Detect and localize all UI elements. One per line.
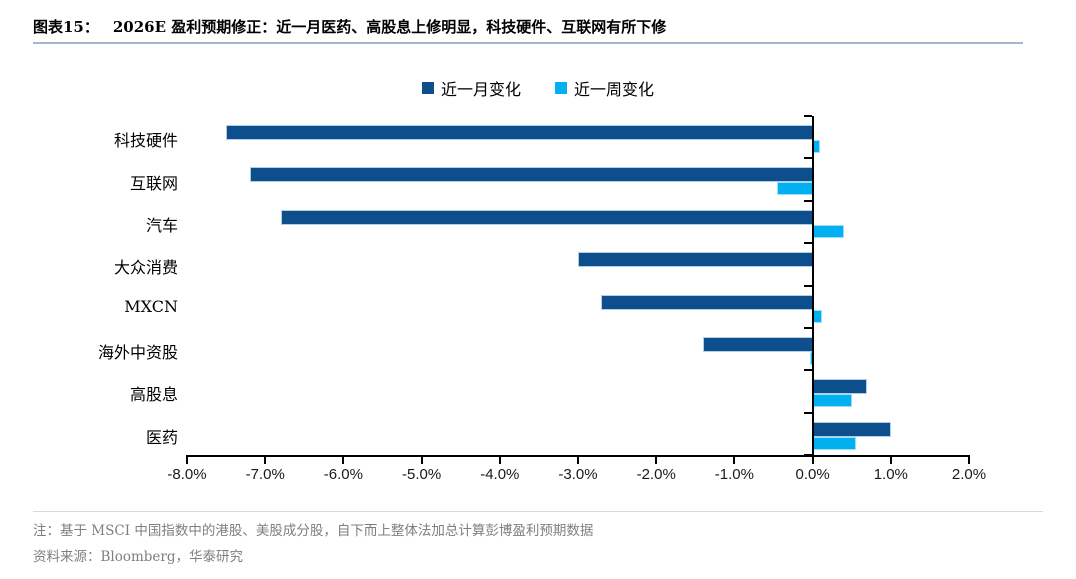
category-axis-tick: [803, 369, 812, 371]
value-zero-axis: [811, 116, 814, 455]
category-label: 汽车: [145, 215, 178, 235]
bar-week-1: [777, 182, 813, 196]
bar-week-0: [812, 140, 821, 153]
category-axis-tick: [803, 412, 812, 414]
figure-title: 图表15： 2026E 盈利预期修正：近一月医药、高股息上修明显，科技硬件、互联网…: [33, 16, 1033, 37]
legend-swatch-week: [555, 82, 567, 94]
figure-number-label: 图表15：: [33, 18, 99, 36]
category-axis-labels: 科技硬件互联网汽车大众消费 MXCN 海外中资股高股息医药: [30, 116, 178, 455]
value-axis-tick: [420, 455, 423, 464]
value-axis-tick-label: -8.0%: [167, 466, 207, 483]
category-axis-tick: [803, 285, 812, 287]
value-axis-tick: [655, 455, 658, 464]
chart-legend: 近一月变化 近一周变化: [0, 76, 1076, 100]
bar-month-2: [280, 209, 813, 225]
value-axis-tick: [498, 455, 501, 464]
bar-month-1: [249, 167, 813, 183]
value-axis-tick: [186, 455, 188, 464]
value-axis-tick-label: 0.0%: [795, 466, 830, 483]
plot-area: -8.0% -7.0% -6.0% -5.0% -4.0% -3.0% -2.0% -1.0%…: [167, 115, 986, 483]
value-axis-tick-label: 2.0%: [951, 466, 987, 483]
value-axis-tick: [577, 455, 579, 464]
chart-note: 注：基于 MSCI 中国指数中的港股、美股成分股，自下而上整体法加总计算彭博盈利…: [33, 523, 594, 539]
category-axis-tick: [803, 200, 812, 202]
value-axis-tick: [968, 455, 970, 464]
figure-title-text: 2026E 盈利预期修正：近一月医药、高股息上修明显，科技硬件、互联网有所下修: [112, 18, 667, 36]
legend-label-month: 近一月变化: [440, 80, 521, 99]
category-label: 互联网: [129, 173, 178, 193]
bar-week-4: [812, 309, 822, 323]
value-axis-tick: [889, 455, 892, 464]
value-axis-tick-label: -5.0%: [402, 466, 442, 483]
value-axis-tick-label: -1.0%: [714, 466, 754, 483]
bar-month-3: [578, 252, 813, 268]
category-label: 高股息: [129, 385, 178, 405]
bar-month-7: [812, 421, 891, 437]
bar-month-5: [703, 336, 813, 352]
footer-divider: [33, 511, 1043, 512]
value-axis-tick: [811, 455, 814, 464]
bar-week-6: [812, 394, 852, 408]
category-label: 医药: [145, 427, 178, 447]
category-axis-tick: [803, 327, 812, 329]
title-underline-rule: [33, 42, 1023, 44]
category-label: 科技硬件: [113, 131, 178, 151]
value-axis-tick-label: -7.0%: [245, 466, 285, 483]
legend-swatch-month: [421, 82, 434, 94]
chart-source: 资料来源：Bloomberg，华泰研究: [33, 549, 244, 565]
value-axis-tick-label: 1.0%: [873, 466, 908, 483]
category-axis-tick: [803, 242, 812, 244]
category-axis-tick: [803, 157, 812, 159]
legend-label-week: 近一周变化: [574, 80, 655, 99]
value-axis-tick-label: -2.0%: [636, 466, 676, 483]
bar-month-4: [601, 294, 813, 310]
category-label: 大众消费: [113, 258, 178, 278]
value-axis-tick: [342, 455, 345, 464]
value-axis-tick-label: -6.0%: [323, 466, 363, 483]
value-axis-tick-label: -4.0%: [480, 466, 520, 483]
legend-item-month: 近一月变化: [421, 76, 521, 100]
legend-item-week: 近一周变化: [555, 76, 654, 100]
value-axis-tick: [264, 455, 267, 464]
bar-week-2: [812, 224, 844, 238]
value-axis-tick: [733, 455, 736, 464]
bar-week-7: [812, 436, 856, 450]
category-label: 海外中资股: [97, 343, 178, 363]
bar-month-0: [226, 125, 813, 140]
category-axis-tick: [803, 115, 812, 117]
value-axis-tick-label: -3.0%: [558, 466, 598, 483]
bar-month-6: [812, 379, 868, 395]
category-label: MXCN: [124, 296, 178, 316]
